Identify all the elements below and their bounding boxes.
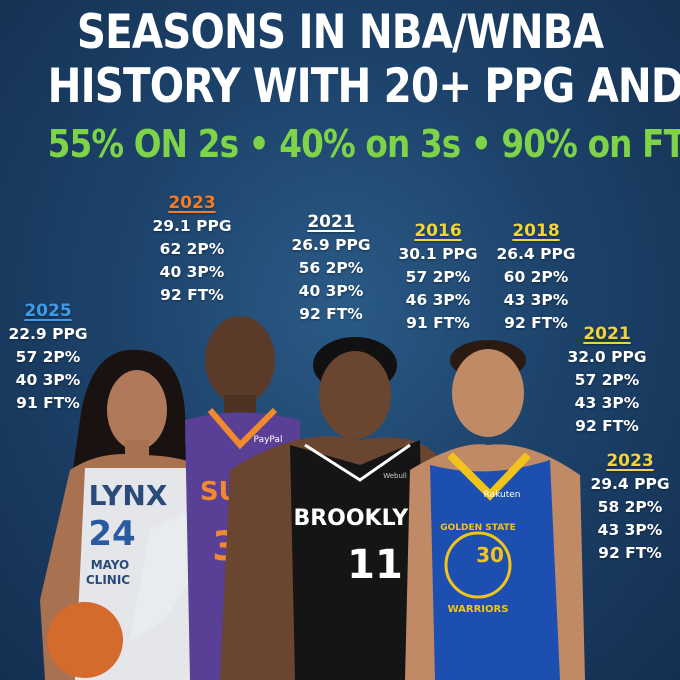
- season-year: 2018: [512, 221, 560, 241]
- jersey-sponsor: Webull: [383, 472, 407, 480]
- stat-ft: 92 FT%: [575, 417, 639, 435]
- stat-ft: 91 FT%: [406, 314, 470, 332]
- season-year: 2016: [414, 221, 462, 241]
- season-year: 2023: [606, 451, 654, 471]
- title-line-1: SEASONS IN NBA/WNBA: [76, 5, 604, 60]
- jersey-text: BROOKLYN: [293, 506, 426, 531]
- jersey-number: 30: [476, 543, 504, 567]
- stat-ppg: 29.1 PPG: [152, 217, 232, 235]
- stat-two: 57 2P%: [15, 348, 81, 366]
- jersey-sponsor: PayPal: [254, 435, 283, 445]
- stat-three: 40 3P%: [298, 282, 364, 300]
- stat-three: 43 3P%: [597, 521, 663, 539]
- stat-ft: 92 FT%: [160, 286, 224, 304]
- season-year: 2021: [583, 324, 631, 344]
- stat-three: 40 3P%: [15, 371, 81, 389]
- season-stats: 2016 30.1 PPG 57 2P% 46 3P% 91 FT%: [398, 220, 477, 335]
- jersey-number: 24: [88, 514, 135, 554]
- stat-two: 56 2P%: [298, 259, 364, 277]
- stat-ppg: 32.0 PPG: [567, 348, 647, 366]
- jersey-text: LYNX: [89, 479, 168, 512]
- stat-ft: 92 FT%: [504, 314, 568, 332]
- player-irving: BROOKLYN 11 Webull: [220, 337, 440, 680]
- jersey-sponsor: CLINIC: [86, 573, 130, 587]
- stat-ppg: 22.9 PPG: [8, 325, 88, 343]
- player-curry: GOLDEN STATE 30 WARRIORS Rakuten: [405, 340, 585, 680]
- stat-ft: 91 FT%: [16, 394, 80, 412]
- season-stats: 2018 26.4 PPG 60 2P% 43 3P% 92 FT%: [496, 220, 575, 335]
- stat-three: 43 3P%: [503, 291, 569, 309]
- title-subtitle: 55% ON 2s • 40% on 3s • 90% on FTs: [47, 122, 680, 166]
- jersey-number: 11: [347, 542, 403, 588]
- stat-two: 57 2P%: [405, 268, 471, 286]
- season-stats: 2023 29.1 PPG 62 2P% 40 3P% 92 FT%: [152, 192, 231, 307]
- stat-two: 60 2P%: [503, 268, 569, 286]
- stat-ft: 92 FT%: [598, 544, 662, 562]
- jersey-text: WARRIORS: [448, 604, 509, 615]
- season-stats: 2025 22.9 PPG 57 2P% 40 3P% 91 FT%: [8, 300, 87, 415]
- stat-ppg: 26.9 PPG: [291, 236, 371, 254]
- stat-two: 62 2P%: [159, 240, 225, 258]
- season-year: 2021: [307, 212, 355, 232]
- jersey-text: GOLDEN STATE: [440, 523, 516, 533]
- stat-two: 58 2P%: [597, 498, 663, 516]
- stat-three: 46 3P%: [405, 291, 471, 309]
- stat-two: 57 2P%: [574, 371, 640, 389]
- stat-ft: 92 FT%: [299, 305, 363, 323]
- stat-three: 43 3P%: [574, 394, 640, 412]
- season-stats: 2023 29.4 PPG 58 2P% 43 3P% 92 FT%: [590, 450, 669, 565]
- stat-three: 40 3P%: [159, 263, 225, 281]
- stat-ppg: 26.4 PPG: [496, 245, 576, 263]
- stat-ppg: 29.4 PPG: [590, 475, 670, 493]
- title-line-2: HISTORY WITH 20+ PPG AND: [47, 59, 680, 114]
- season-year: 2025: [24, 301, 72, 321]
- season-stats: 2021 26.9 PPG 56 2P% 40 3P% 92 FT%: [291, 211, 370, 326]
- stat-ppg: 30.1 PPG: [398, 245, 478, 263]
- season-stats: 2021 32.0 PPG 57 2P% 43 3P% 92 FT%: [567, 323, 646, 438]
- season-year: 2023: [168, 193, 216, 213]
- jersey-sponsor: MAYO: [91, 558, 130, 572]
- jersey-sponsor: Rakuten: [484, 490, 521, 500]
